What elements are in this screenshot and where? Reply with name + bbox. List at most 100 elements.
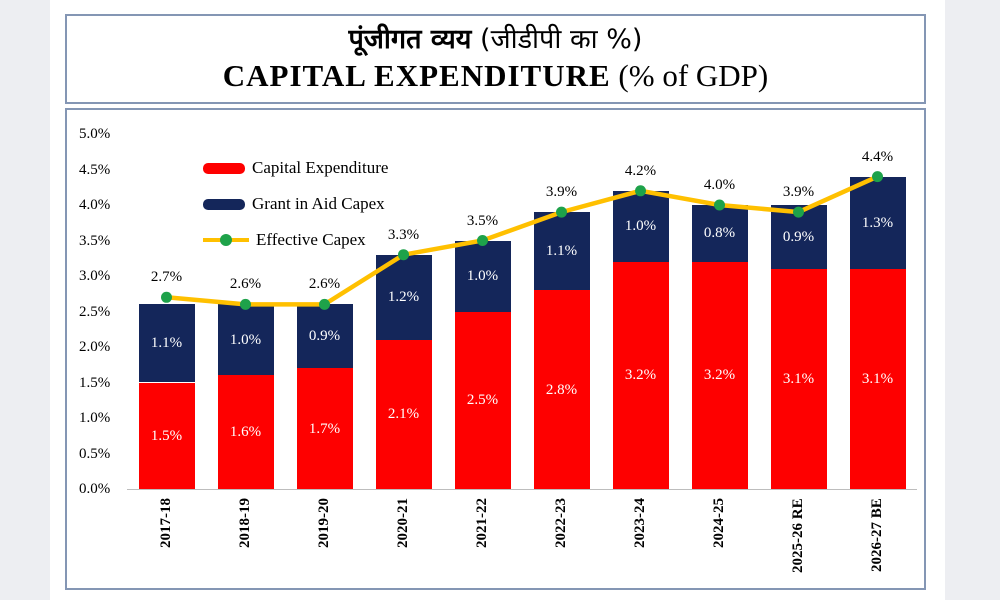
line-value-label: 2.6% [229,276,262,293]
line-value-label: 4.4% [861,148,894,165]
bar-segment-grant-in-aid-capex [138,304,195,383]
legend-label-grant-in-aid-capex: Grant in Aid Capex [252,194,385,213]
bar-value-label: 1.1% [150,335,183,352]
y-tick-label: 2.0% [79,339,111,355]
chart-title-english: CAPITAL EXPENDITURE (% of GDP) [67,56,924,96]
x-tick-label: 2026-27 BE [868,498,885,572]
legend-item-capital-expenditure: Capital Expenditure [203,150,388,186]
y-tick-label: 3.5% [79,232,111,249]
line-value-label: 3.3% [387,226,420,243]
legend-item-effective-capex: Effective Capex [203,222,388,258]
bar-segment-capital-expenditure [770,268,827,489]
x-tick-label: 2020-21 [394,498,411,548]
line-marker-icon [793,206,804,218]
legend: Capital Expenditure Grant in Aid Capex E… [203,150,388,258]
bar-value-label: 3.1% [782,370,815,387]
legend-swatch-grant-in-aid-capex-icon [203,198,245,210]
chart-title-box: पूंजीगत व्यय (जीडीपी का %) CAPITAL EXPEN… [65,14,926,104]
line-marker-icon [872,171,883,183]
legend-label-effective-capex: Effective Capex [256,230,366,249]
line-value-label: 3.9% [545,184,578,201]
bar-segment-grant-in-aid-capex [217,304,274,376]
bar-segment-grant-in-aid-capex [533,212,590,291]
chart-title-hindi-paren: (जीडीपी का %) [471,24,643,55]
y-axis: 0.0% 0.5% 1.0% 1.5% 2.0% 2.5% 3.0% 3.5% 4.0% 4.5%… [67,110,121,588]
legend-line-marker-icon [203,234,249,246]
line-value-label: 2.7% [150,269,183,286]
y-tick-label: 2.5% [79,303,111,320]
bar-value-label: 0.9% [308,328,341,345]
bar-value-label: 3.2% [703,367,736,384]
line-marker-icon [161,291,172,303]
effective-capex-line-layer [161,171,883,310]
x-tick-label: 2017-18 [157,498,174,548]
bar-value-label: 1.6% [229,424,262,441]
line-marker-icon [477,235,488,246]
x-tick-label: 2022-23 [552,498,569,548]
effective-capex-line [166,174,879,307]
y-tick-label: 4.5% [79,161,111,178]
plot-area: 1.5% 1.1% 1.6% 1.0% 1.7% 0.9% 2.1% 1.2% 2.5% 1.0%… [127,134,917,490]
report-panel: पूंजीगत व्यय (जीडीपी का %) CAPITAL EXPEN… [50,0,945,600]
bar-value-label: 0.8% [703,225,736,242]
chart-title-hindi-main: पूंजीगत व्यय [348,24,472,55]
y-tick-label: 5.0% [79,126,111,142]
bar-segment-capital-expenditure [375,339,432,489]
line-value-label: 3.5% [466,212,499,229]
line-value-label: 4.2% [624,162,657,179]
bar-segment-capital-expenditure [454,311,511,489]
line-marker-icon [398,249,409,261]
x-tick-label: 2023-24 [631,498,648,548]
chart-area: 0.0% 0.5% 1.0% 1.5% 2.0% 2.5% 3.0% 3.5% 4.0% 4.5%… [65,108,926,590]
bar-segment-capital-expenditure [296,368,353,489]
x-tick-label: 2021-22 [473,498,490,548]
bar-segment-capital-expenditure [612,261,669,489]
legend-marker-dot-icon [220,234,232,246]
chart-title-hindi: पूंजीगत व्यय (जीडीपी का %) [67,24,924,56]
bar-segment-capital-expenditure [849,268,906,489]
legend-label-capital-expenditure: Capital Expenditure [252,158,389,177]
chart-title-english-paren: (% of GDP) [610,58,769,93]
bar-value-label: 0.9% [782,228,815,245]
bar-segment-capital-expenditure [217,375,274,489]
bar-value-label: 1.1% [545,243,578,260]
y-tick-label: 4.0% [79,197,111,213]
y-tick-label: 0.0% [79,481,111,497]
bar-value-label: 1.0% [624,218,657,235]
bar-segment-capital-expenditure [691,261,748,489]
y-tick-label: 1.0% [79,410,111,426]
line-marker-icon [556,206,567,218]
bar-value-label: 2.5% [466,392,499,409]
line-value-label: 3.9% [782,184,815,201]
bar-value-label: 3.2% [624,367,657,384]
bar-segment-grant-in-aid-capex [454,240,511,312]
line-marker-icon [635,185,646,197]
bar-value-label: 2.1% [387,406,420,423]
bar-segment-capital-expenditure [138,382,195,489]
line-value-label: 4.0% [703,177,736,193]
bar-value-label: 1.7% [308,420,341,437]
bar-value-label: 1.0% [229,331,262,348]
bar-segment-grant-in-aid-capex [691,205,748,262]
y-tick-label: 1.5% [79,374,111,391]
legend-swatch-capital-expenditure-icon [203,162,245,174]
line-marker-icon [319,298,330,310]
line-marker-icon [240,298,251,310]
x-tick-label: 2018-19 [236,498,253,548]
chart-title-english-main: CAPITAL EXPENDITURE [222,58,611,93]
y-tick-label: 3.0% [79,268,111,284]
x-tick-label: 2025-26 RE [789,498,806,573]
bar-value-label: 2.8% [545,381,578,398]
x-tick-label: 2019-20 [315,498,332,548]
bar-value-label: 1.5% [150,427,183,444]
bar-value-label: 3.1% [861,370,894,387]
y-tick-label: 0.5% [79,445,111,462]
bar-value-label: 1.2% [387,289,420,306]
bar-segment-grant-in-aid-capex [849,176,906,269]
line-marker-icon [714,199,725,211]
line-value-label: 2.6% [308,276,341,293]
x-tick-label: 2024-25 [710,498,727,548]
bar-value-label: 1.0% [466,268,499,284]
legend-item-grant-in-aid-capex: Grant in Aid Capex [203,186,388,222]
x-axis: 2017-18 2018-19 2019-20 2020-21 2021-22 2022-… [127,492,917,588]
